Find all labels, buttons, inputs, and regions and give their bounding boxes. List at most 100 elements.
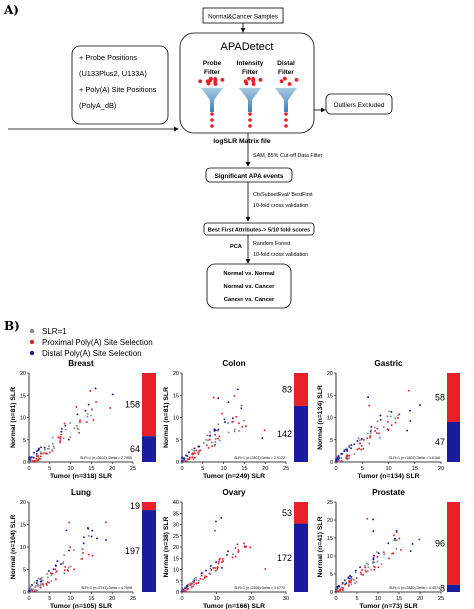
y-tick-label: 15 bbox=[173, 393, 179, 399]
scatter-point bbox=[397, 414, 400, 417]
x-axis-label: Tumor (n=249) SLR bbox=[203, 473, 265, 480]
filter-output-dot bbox=[210, 112, 214, 116]
scatter-point bbox=[182, 589, 184, 592]
scatter-point bbox=[212, 566, 215, 569]
scatter-point bbox=[409, 550, 412, 553]
apadetect-title: APADetect bbox=[221, 41, 274, 53]
scatter-point bbox=[354, 569, 357, 572]
proximal-count-label: 53 bbox=[282, 508, 292, 518]
distal-filter-label-2: Filter bbox=[278, 69, 294, 76]
scatter-point bbox=[220, 561, 223, 564]
x-tick-label: 5 bbox=[361, 466, 364, 472]
slr-annotation: SLR=1 (n=2803) Delta = 2.9122 bbox=[234, 456, 285, 460]
scatter-point bbox=[231, 556, 234, 559]
y-tick-label: 0 bbox=[176, 460, 179, 466]
scatter-point bbox=[193, 449, 196, 452]
scatter-point bbox=[372, 518, 375, 521]
scatter-point bbox=[38, 457, 41, 460]
scatter-point bbox=[350, 575, 353, 578]
scatter-point bbox=[209, 564, 212, 567]
x-tick-label: 20 bbox=[109, 466, 115, 472]
scatter-point bbox=[217, 437, 220, 440]
scatter-point bbox=[191, 452, 194, 455]
scatter-point bbox=[210, 441, 213, 444]
funnel-icon bbox=[275, 88, 297, 112]
filter-output-dot bbox=[248, 124, 252, 128]
scatter-point bbox=[218, 557, 221, 560]
scatter-point bbox=[348, 583, 350, 586]
scatter-point bbox=[359, 442, 362, 445]
scatter-point bbox=[59, 437, 62, 440]
x-tick-label: 0 bbox=[334, 596, 337, 602]
x-tick-label: 25 bbox=[130, 596, 136, 602]
scatter-point bbox=[249, 546, 252, 549]
scatter-point bbox=[370, 568, 373, 571]
y-tick-label: 25 bbox=[173, 534, 179, 540]
scatter-point bbox=[69, 546, 72, 549]
scatter-point bbox=[64, 428, 67, 431]
scatter-point bbox=[376, 551, 378, 553]
scatter-point bbox=[54, 578, 57, 581]
scatter-point bbox=[40, 452, 42, 455]
scatter-point bbox=[60, 430, 63, 433]
scatter-point bbox=[392, 534, 395, 537]
scatter-point bbox=[209, 434, 212, 437]
inputs-line-3: + Poly(A) Site Positions bbox=[79, 85, 157, 94]
scatter-point bbox=[366, 570, 369, 572]
scatter-point bbox=[42, 583, 44, 586]
scatter-point bbox=[376, 427, 379, 430]
scatter-point bbox=[30, 590, 33, 593]
scatter-point bbox=[45, 582, 48, 585]
scatter-point bbox=[181, 460, 184, 463]
scatter-point bbox=[207, 446, 210, 449]
scatter-point bbox=[395, 539, 398, 542]
x-tick-label: 25 bbox=[438, 596, 444, 602]
scatter-point bbox=[90, 414, 93, 417]
filter-input-dot bbox=[198, 79, 203, 84]
x-tick-label: 15 bbox=[88, 466, 94, 472]
scatter-point bbox=[35, 450, 38, 453]
chart-title: Colon bbox=[222, 359, 245, 368]
proximal-bar bbox=[447, 502, 460, 585]
scatter-point bbox=[337, 455, 340, 457]
filter-input-dot bbox=[287, 82, 292, 86]
distal-count-label: 142 bbox=[277, 429, 292, 439]
scatter-point bbox=[409, 409, 412, 412]
y-tick-label: 15 bbox=[20, 393, 26, 399]
y-tick-label: 0 bbox=[330, 590, 333, 596]
scatter-point bbox=[199, 577, 202, 580]
proximal-bar bbox=[294, 373, 308, 406]
proximal-bar bbox=[447, 373, 460, 422]
scatter-point bbox=[338, 585, 341, 588]
scatter-point bbox=[59, 441, 61, 444]
scatter-point bbox=[28, 456, 31, 459]
scatter-point bbox=[197, 452, 200, 455]
scatter-point bbox=[208, 431, 211, 433]
result-line-2: Normal vs. Cancer bbox=[224, 284, 276, 290]
result-line-3: Cancer vs. Cancer bbox=[224, 297, 275, 303]
sam-note: SAM, 85% Cut-off Data Filter bbox=[253, 153, 323, 159]
chart-title: Gastric bbox=[374, 359, 403, 368]
scatter-point bbox=[34, 589, 37, 591]
scatter-point bbox=[335, 460, 338, 463]
scatter-point bbox=[56, 560, 59, 563]
scatter-point bbox=[193, 578, 196, 581]
result-line-1: Normal vs. Normal bbox=[223, 271, 275, 277]
scatter-point bbox=[198, 445, 201, 448]
scatter-point bbox=[369, 432, 372, 435]
scatter-point bbox=[220, 566, 223, 569]
scatter-point bbox=[212, 396, 215, 399]
x-tick-label: 5 bbox=[48, 596, 51, 602]
scatter-point bbox=[368, 442, 371, 445]
y-tick-label: 20 bbox=[173, 371, 179, 377]
results-box bbox=[206, 263, 292, 309]
scatter-point bbox=[372, 557, 375, 560]
scatter-point bbox=[398, 537, 401, 540]
scatter-point bbox=[377, 552, 380, 555]
scatter-point bbox=[354, 582, 357, 585]
scatter-point bbox=[213, 444, 216, 447]
x-tick-label: 0 bbox=[27, 466, 30, 472]
x-tick-label: 25 bbox=[130, 466, 136, 472]
scatter-point bbox=[388, 410, 391, 413]
